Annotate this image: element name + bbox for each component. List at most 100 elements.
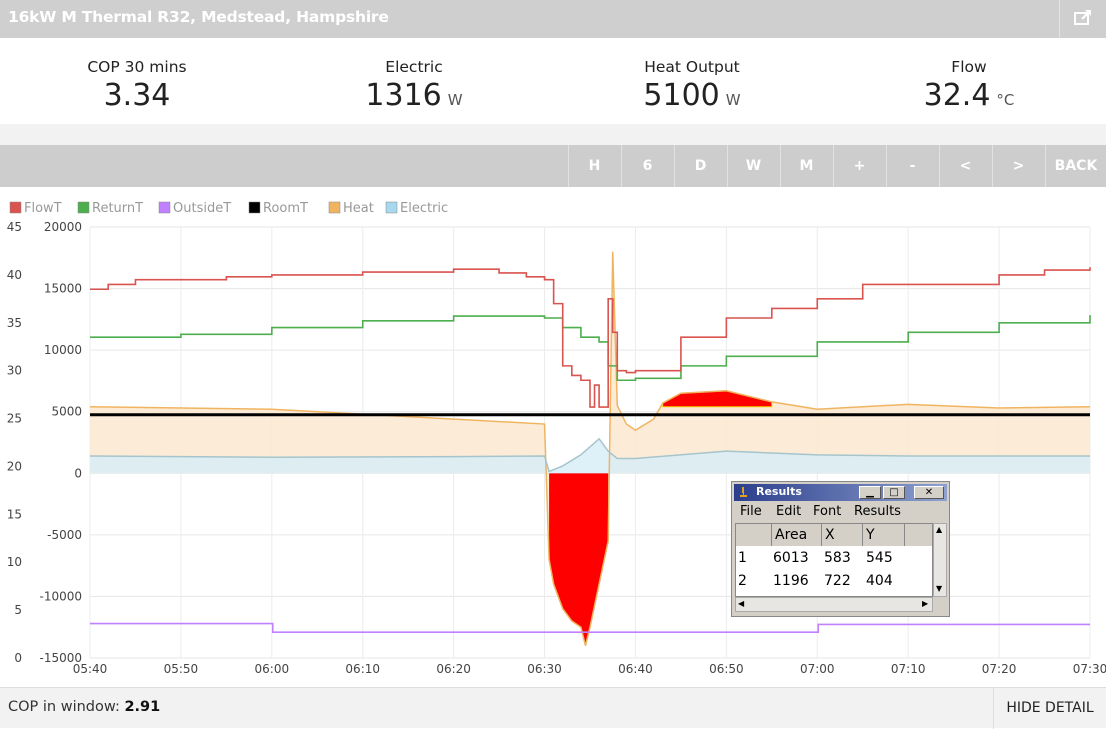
stat-heat-value: 5100 W bbox=[572, 78, 812, 113]
maximize-button[interactable]: □ bbox=[883, 486, 905, 499]
series-flowt-line bbox=[90, 267, 1091, 408]
share-button[interactable] bbox=[1059, 0, 1106, 38]
stat-cop-value: 3.34 bbox=[17, 78, 257, 113]
column-header-index[interactable] bbox=[736, 524, 772, 546]
table-row-2-index[interactable]: 2 bbox=[738, 573, 747, 589]
title-bar: 16kW M Thermal R32, Medstead, Hampshire bbox=[0, 0, 1106, 38]
hide-detail-button[interactable]: HIDE DETAIL bbox=[993, 688, 1106, 729]
maximize-icon: □ bbox=[889, 487, 899, 498]
results-table[interactable]: Area X Y 1 6013 583 545 2 1196 722 404 bbox=[735, 523, 933, 597]
results-title: Results bbox=[756, 485, 802, 498]
table-row-2-area[interactable]: 1196 bbox=[773, 573, 809, 589]
column-header-area[interactable]: Area bbox=[772, 524, 822, 546]
nav-day-button[interactable]: D bbox=[674, 145, 726, 187]
scroll-up-icon[interactable]: ▲ bbox=[936, 525, 943, 534]
chart-legend[interactable]: FlowT ReturnT OutsideT RoomT Heat Electric bbox=[9, 201, 448, 216]
cop-in-window: COP in window: 2.91 bbox=[8, 699, 160, 715]
x-tick-label: 06:30 bbox=[527, 662, 562, 676]
nav-back-button[interactable]: BACK bbox=[1045, 145, 1106, 187]
menu-edit[interactable]: Edit bbox=[776, 504, 802, 519]
table-row-1-x[interactable]: 583 bbox=[824, 550, 851, 566]
y-right-tick-label: 20000 bbox=[44, 220, 82, 234]
cop-in-window-value: 2.91 bbox=[124, 699, 161, 715]
x-tick-label: 07:00 bbox=[800, 662, 835, 676]
legend-item-heat[interactable]: Heat bbox=[328, 201, 374, 216]
y-right-tick-label: 15000 bbox=[44, 282, 82, 296]
footer-bar: COP in window: 2.91 HIDE DETAIL bbox=[0, 687, 1106, 729]
horizontal-scrollbar[interactable]: ◀ ▶ bbox=[735, 597, 933, 612]
nav-zoom-in-button[interactable]: + bbox=[833, 145, 885, 187]
x-tick-label: 05:40 bbox=[73, 662, 108, 676]
chart-area[interactable]: 0 5 10 15 20 25 30 35 40 45 -15000 -10000 -5000 0 5000… bbox=[0, 187, 1106, 687]
table-row-1-area[interactable]: 6013 bbox=[773, 550, 809, 566]
nav-week-button[interactable]: W bbox=[727, 145, 779, 187]
legend-swatch bbox=[248, 201, 261, 214]
legend-label: Electric bbox=[400, 201, 448, 216]
table-row-1-index[interactable]: 1 bbox=[738, 550, 747, 566]
menu-results[interactable]: Results bbox=[854, 504, 901, 519]
y-right-tick-label: -15000 bbox=[39, 651, 82, 665]
legend-swatch bbox=[77, 201, 90, 214]
nav-zoom-out-button[interactable]: - bbox=[886, 145, 938, 187]
table-row-1-y[interactable]: 545 bbox=[866, 550, 893, 566]
series-returnt-line bbox=[90, 315, 1091, 382]
y-left-tick-label: 35 bbox=[7, 316, 22, 330]
legend-item-outsidet[interactable]: OutsideT bbox=[158, 201, 231, 216]
legend-item-roomt[interactable]: RoomT bbox=[248, 201, 308, 216]
scroll-left-icon[interactable]: ◀ bbox=[738, 599, 745, 608]
table-row-2-x[interactable]: 722 bbox=[824, 573, 851, 589]
y-left-tick-label: 10 bbox=[7, 555, 22, 569]
menu-file[interactable]: File bbox=[740, 504, 762, 519]
scroll-down-icon[interactable]: ▼ bbox=[936, 584, 943, 593]
legend-swatch bbox=[9, 201, 22, 214]
legend-item-electric[interactable]: Electric bbox=[385, 201, 448, 216]
y-right-tick-label: -5000 bbox=[47, 528, 82, 542]
x-tick-label: 06:40 bbox=[618, 662, 653, 676]
nav-next-button[interactable]: > bbox=[992, 145, 1044, 187]
stat-electric-label: Electric bbox=[385, 58, 443, 76]
y-left-tick-label: 25 bbox=[7, 412, 22, 426]
legend-label: Heat bbox=[343, 201, 374, 216]
heat-selection-positive bbox=[662, 390, 773, 408]
column-header-y[interactable]: Y bbox=[863, 524, 905, 546]
table-row-2-y[interactable]: 404 bbox=[866, 573, 893, 589]
electric-area bbox=[90, 438, 1090, 474]
column-header-x[interactable]: X bbox=[822, 524, 863, 546]
spacer bbox=[0, 124, 1106, 145]
nav-6h-button[interactable]: 6 bbox=[621, 145, 673, 187]
stat-flow-label: Flow bbox=[951, 58, 987, 76]
series-heat-line bbox=[89, 251, 1091, 646]
stat-cop: COP 30 mins 3.34 bbox=[17, 58, 257, 113]
scroll-right-icon[interactable]: ▶ bbox=[922, 599, 929, 608]
minimize-icon: ▁ bbox=[866, 487, 874, 498]
microscope-icon bbox=[740, 487, 747, 497]
y-left-tick-label: 30 bbox=[7, 364, 22, 378]
legend-item-returnt[interactable]: ReturnT bbox=[77, 201, 143, 216]
results-titlebar[interactable]: Results ▁ □ ✕ bbox=[734, 484, 947, 501]
x-tick-label: 05:50 bbox=[164, 662, 199, 676]
stat-heat-number: 5100 bbox=[643, 78, 720, 113]
y-left-tick-label: 45 bbox=[7, 220, 22, 234]
results-window[interactable]: Results ▁ □ ✕ File Edit Font Results Are… bbox=[731, 481, 950, 617]
minimize-button[interactable]: ▁ bbox=[859, 486, 881, 499]
x-tick-label: 07:10 bbox=[891, 662, 926, 676]
heatpump-chart[interactable]: 0 5 10 15 20 25 30 35 40 45 -15000 -10000 -5000 0 5000… bbox=[0, 187, 1106, 687]
stat-flow-unit: °C bbox=[996, 91, 1015, 109]
x-tick-label: 06:00 bbox=[255, 662, 290, 676]
close-button[interactable]: ✕ bbox=[914, 486, 944, 499]
stat-flow-value: 32.4 °C bbox=[849, 78, 1089, 113]
stats-panel: COP 30 mins 3.34 Electric 1316 W Heat Out… bbox=[0, 38, 1106, 124]
vertical-scrollbar[interactable]: ▲ ▼ bbox=[933, 523, 947, 597]
stat-heat-output: Heat Output 5100 W bbox=[572, 58, 812, 113]
nav-prev-button[interactable]: < bbox=[939, 145, 991, 187]
menu-font[interactable]: Font bbox=[813, 504, 842, 519]
legend-item-flowt[interactable]: FlowT bbox=[9, 201, 62, 216]
stat-flow: Flow 32.4 °C bbox=[849, 58, 1089, 113]
stat-cop-number: 3.34 bbox=[103, 78, 171, 113]
nav-month-button[interactable]: M bbox=[780, 145, 832, 187]
x-tick-label: 06:20 bbox=[436, 662, 471, 676]
nav-hour-button[interactable]: H bbox=[568, 145, 620, 187]
heat-selection-negative bbox=[549, 473, 609, 646]
results-menubar: File Edit Font Results bbox=[732, 503, 949, 521]
x-tick-label: 07:30 bbox=[1073, 662, 1106, 676]
